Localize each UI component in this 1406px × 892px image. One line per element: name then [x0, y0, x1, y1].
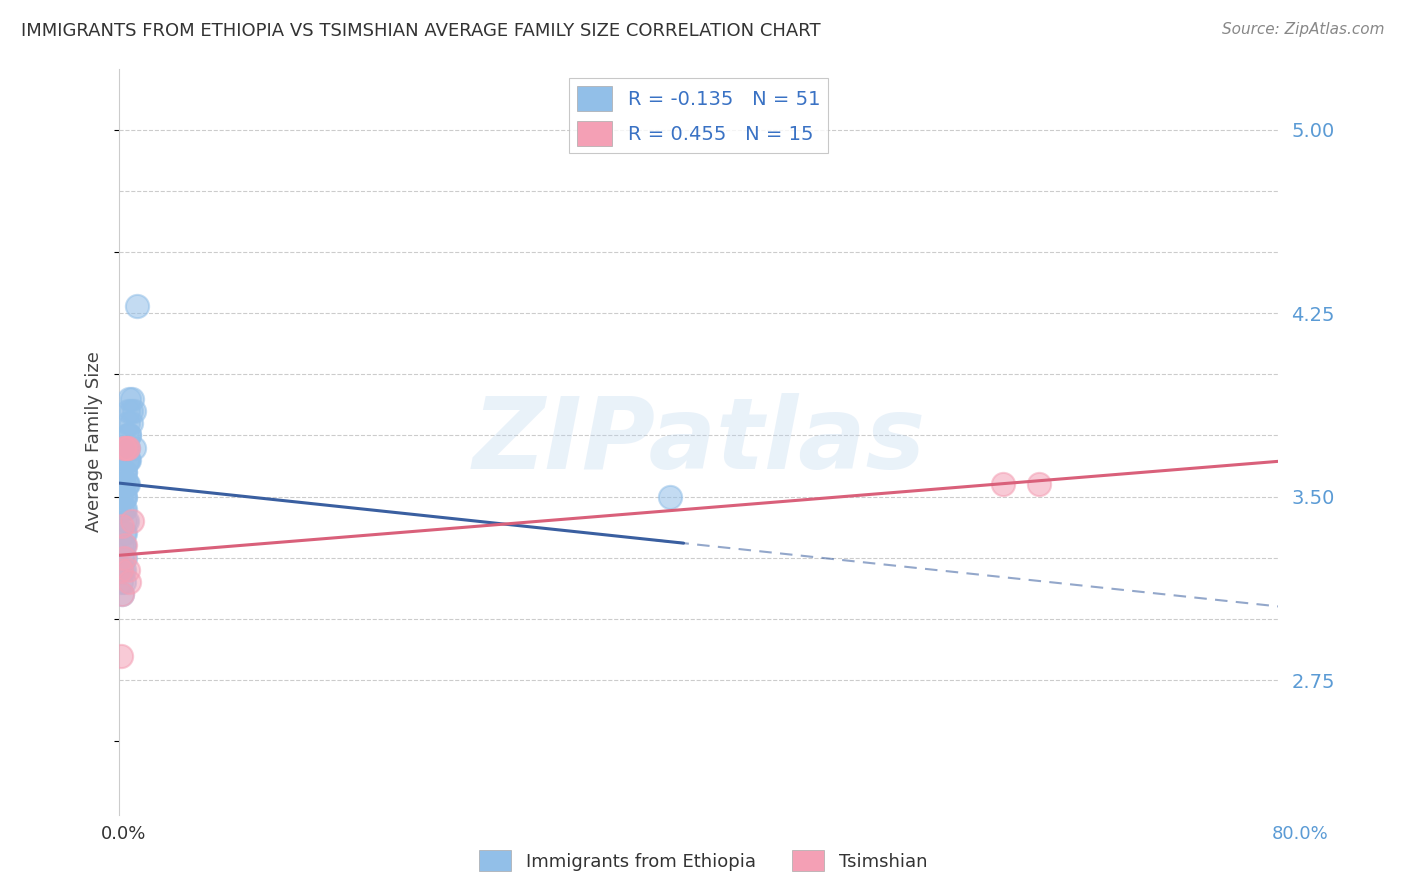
Point [114, 490, 136, 504]
Point [111, 550, 134, 565]
Point [114, 526, 136, 541]
Point [120, 404, 142, 418]
Point [112, 539, 135, 553]
Point [114, 550, 136, 565]
Point [658, 490, 681, 504]
Text: IMMIGRANTS FROM ETHIOPIA VS TSIMSHIAN AVERAGE FAMILY SIZE CORRELATION CHART: IMMIGRANTS FROM ETHIOPIA VS TSIMSHIAN AV… [21, 22, 821, 40]
Text: 80.0%: 80.0% [1272, 825, 1329, 843]
Point [117, 453, 139, 467]
Point [111, 587, 134, 601]
Point [112, 465, 135, 479]
Point [122, 441, 145, 455]
Point [111, 501, 134, 516]
Point [112, 575, 135, 590]
Point [117, 416, 139, 430]
Point [114, 501, 136, 516]
Point [114, 465, 136, 479]
Point [112, 539, 135, 553]
Text: 0.0%: 0.0% [101, 825, 146, 843]
Point [117, 441, 139, 455]
Point [991, 477, 1014, 491]
Point [114, 490, 136, 504]
Point [111, 519, 134, 533]
Point [117, 404, 139, 418]
Point [122, 404, 145, 418]
Point [118, 392, 141, 406]
Point [114, 465, 136, 479]
Point [114, 441, 136, 455]
Point [118, 453, 141, 467]
Point [112, 550, 135, 565]
Point [125, 299, 148, 313]
Legend: Immigrants from Ethiopia, Tsimshian: Immigrants from Ethiopia, Tsimshian [471, 843, 935, 879]
Y-axis label: Average Family Size: Average Family Size [86, 351, 103, 532]
Legend: R = -0.135   N = 51, R = 0.455   N = 15: R = -0.135 N = 51, R = 0.455 N = 15 [569, 78, 828, 153]
Point [110, 648, 132, 663]
Point [114, 514, 136, 528]
Point [111, 477, 134, 491]
Text: ZIPatlas: ZIPatlas [472, 393, 925, 490]
Point [111, 563, 134, 577]
Point [112, 477, 135, 491]
Point [114, 539, 136, 553]
Point [110, 465, 132, 479]
Point [111, 539, 134, 553]
Point [118, 428, 141, 442]
Point [115, 514, 138, 528]
Point [121, 392, 143, 406]
Point [115, 453, 138, 467]
Point [110, 563, 132, 577]
Point [115, 477, 138, 491]
Point [117, 453, 139, 467]
Point [112, 441, 135, 455]
Point [115, 441, 138, 455]
Point [118, 428, 141, 442]
Point [120, 416, 142, 430]
Point [112, 526, 135, 541]
Point [112, 563, 135, 577]
Point [110, 490, 132, 504]
Point [117, 477, 139, 491]
Point [118, 575, 141, 590]
Point [112, 490, 135, 504]
Point [121, 514, 143, 528]
Point [111, 587, 134, 601]
Point [1028, 477, 1050, 491]
Point [117, 441, 139, 455]
Point [115, 428, 138, 442]
Point [112, 501, 135, 516]
Point [115, 441, 138, 455]
Point [110, 563, 132, 577]
Point [115, 477, 138, 491]
Point [115, 441, 138, 455]
Point [110, 575, 132, 590]
Point [117, 563, 139, 577]
Text: Source: ZipAtlas.com: Source: ZipAtlas.com [1222, 22, 1385, 37]
